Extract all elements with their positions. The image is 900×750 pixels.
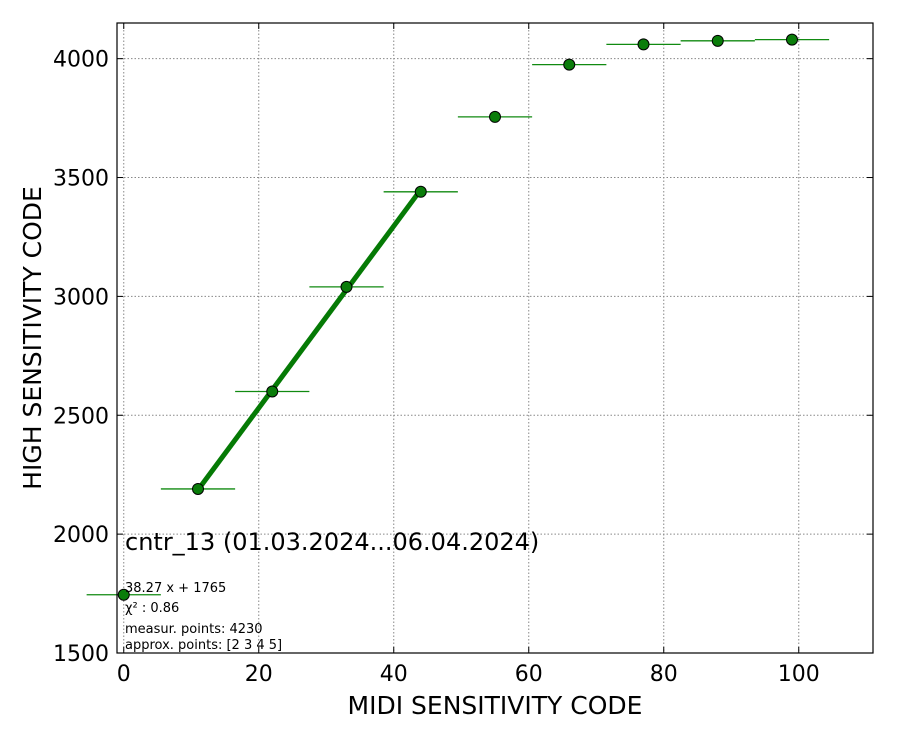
y-tick-label: 3000 [53, 285, 109, 310]
data-point [489, 110, 501, 123]
data-point [563, 58, 576, 71]
y-tick-label: 2500 [53, 404, 109, 429]
annotation-chi2: χ² : 0.86 [125, 601, 179, 616]
y-tick-label: 3500 [53, 167, 109, 192]
data-point [117, 588, 130, 601]
x-tick-label: 60 [515, 662, 543, 687]
data-point [192, 482, 204, 495]
annotation-equation: 38.27 x + 1765 [125, 581, 226, 596]
annotation-approx-points: approx. points: [2 3 4 5] [125, 638, 282, 653]
x-axis-label: MIDI SENSITIVITY CODE [348, 691, 643, 720]
axis-ticks: 0 20 40 60 80 100 1500 2000 2500 3000 3500 4000 [53, 23, 873, 687]
y-tick-label: 1500 [53, 642, 109, 667]
y-tick-label: 4000 [53, 48, 109, 73]
data-point [266, 385, 279, 398]
fit-line-layer [195, 188, 423, 492]
y-tick-label: 2000 [53, 523, 109, 548]
x-tick-label: 20 [245, 662, 273, 687]
data-point [711, 34, 724, 47]
y-axis-label: HIGH SENSITIVITY CODE [18, 186, 47, 490]
data-points [117, 33, 798, 601]
annotation-measur-points: measur. points: 4230 [125, 622, 263, 637]
annotation-title: cntr_13 (01.03.2024...06.04.2024) [125, 528, 539, 556]
plot-frame [116, 22, 874, 654]
data-point [340, 280, 353, 293]
error-bars [86, 38, 830, 596]
x-tick-label: 40 [380, 662, 408, 687]
x-tick-label: 100 [778, 662, 820, 687]
fit-line [195, 188, 423, 492]
data-point [414, 185, 427, 198]
x-tick-label: 80 [650, 662, 678, 687]
data-point [786, 33, 798, 46]
x-tick-label: 0 [117, 662, 131, 687]
data-point [637, 38, 650, 51]
